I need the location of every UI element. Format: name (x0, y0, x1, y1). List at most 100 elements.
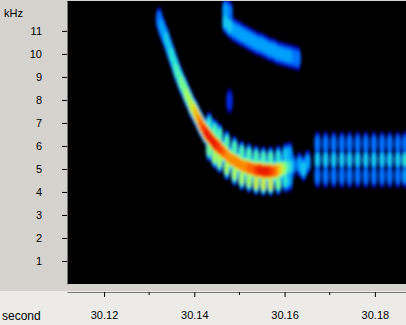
tick: 2 (36, 232, 67, 244)
tick: 8 (36, 94, 67, 106)
cell (331, 136, 336, 152)
tick: 9 (36, 71, 67, 83)
cell (371, 151, 377, 169)
tick: 5 (36, 163, 67, 175)
tick-mark (62, 215, 67, 216)
tick-mark (62, 261, 67, 262)
cells (156, 1, 406, 197)
tick: 30.12 (91, 292, 119, 321)
cell (402, 151, 406, 168)
tick: 4 (36, 186, 67, 198)
cell (347, 151, 353, 169)
tick-label: 9 (36, 71, 42, 83)
cell (403, 153, 406, 167)
cell (402, 167, 406, 185)
cell (295, 48, 301, 69)
cell (395, 168, 400, 184)
cell (355, 151, 361, 169)
cell (226, 88, 233, 114)
tick-mark (194, 292, 195, 297)
plot-clip-group (156, 1, 406, 197)
cell (246, 174, 251, 187)
cell (363, 153, 368, 167)
cell (371, 149, 377, 171)
tick-label: 10 (30, 48, 42, 60)
tick-label: 3 (36, 209, 42, 221)
cell (254, 176, 259, 189)
cell (212, 138, 217, 150)
cell (363, 149, 369, 171)
cell (287, 49, 292, 63)
tick-mark (62, 238, 67, 239)
cell (387, 153, 392, 167)
cell (315, 136, 320, 152)
tick-mark (285, 292, 286, 297)
cell (355, 168, 360, 184)
time-strip (0, 291, 406, 325)
tick-mark (62, 192, 67, 193)
tick-mark (62, 100, 67, 101)
cell (379, 153, 384, 167)
cell (371, 153, 376, 167)
tick-label: 30.16 (271, 309, 299, 321)
cell (315, 168, 320, 184)
cell (339, 149, 345, 171)
cell (323, 136, 328, 152)
tick-label: 8 (36, 94, 42, 106)
cell (346, 149, 352, 171)
cell (387, 151, 393, 169)
cell (355, 149, 361, 171)
tick-mark (375, 292, 376, 297)
minor-tick (329, 292, 330, 295)
tick-label: 30.14 (181, 309, 209, 321)
cell (301, 162, 306, 176)
cell (395, 136, 400, 152)
plot-area (67, 1, 406, 284)
cell (379, 168, 384, 184)
cell (331, 153, 336, 167)
cell (323, 151, 329, 169)
tick: 30.16 (271, 292, 299, 321)
tick: 3 (36, 209, 67, 221)
cell (402, 136, 406, 152)
cell (395, 151, 401, 169)
cell (371, 168, 376, 184)
cell (387, 149, 393, 171)
x-axis: 30.12 30.14 30.16 30.18 (68, 292, 406, 321)
tick-label: 30.18 (362, 309, 390, 321)
tick: 6 (36, 140, 67, 152)
cell (387, 168, 392, 184)
tick: 7 (36, 117, 67, 129)
cell (228, 152, 233, 164)
tick-label: 2 (36, 232, 42, 244)
chart: 123456789101130.1230.1430.1630.18kHzseco… (0, 0, 406, 325)
tick: 10 (30, 48, 67, 60)
cell (379, 149, 385, 171)
tick-mark (62, 54, 67, 55)
tick-mark (62, 77, 67, 78)
cell (323, 168, 328, 184)
cell (339, 168, 344, 184)
cell (315, 153, 320, 167)
cell (355, 136, 360, 152)
tick-mark (104, 292, 105, 297)
cell (264, 164, 269, 179)
cell (287, 47, 293, 65)
cell (347, 168, 352, 184)
cell (265, 165, 270, 177)
cell (217, 142, 222, 154)
x-axis-title: second (2, 309, 41, 323)
cell (402, 150, 406, 170)
minor-tick (239, 292, 240, 295)
spectrogram: 123456789101130.1230.1430.1630.18kHzseco… (0, 0, 406, 325)
cell (295, 51, 300, 67)
tick: 1 (36, 255, 67, 267)
y-axis: 1234567891011 (30, 2, 68, 285)
tick-mark (62, 31, 67, 32)
cell (264, 165, 269, 179)
tick: 30.18 (362, 292, 390, 321)
cell (227, 92, 233, 110)
cell (402, 148, 406, 171)
tick: 30.14 (181, 292, 209, 321)
cell (379, 151, 385, 169)
